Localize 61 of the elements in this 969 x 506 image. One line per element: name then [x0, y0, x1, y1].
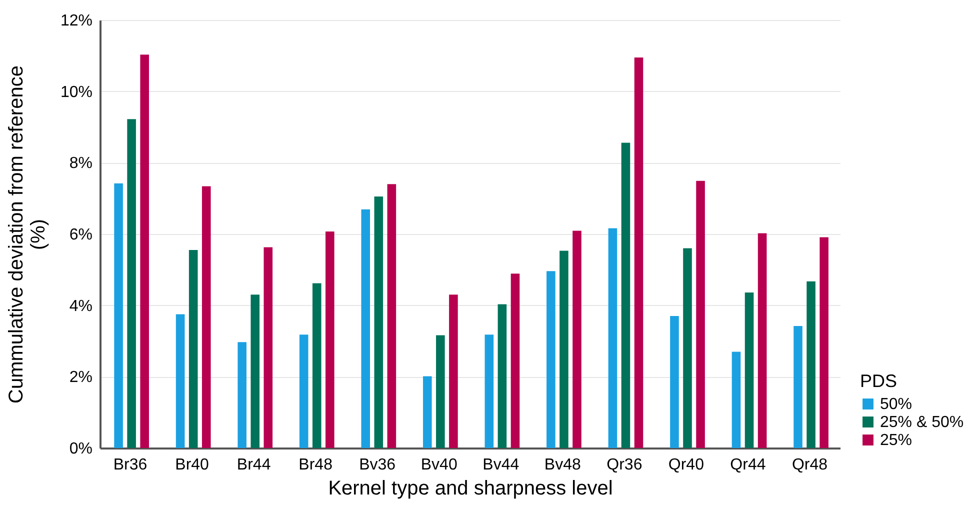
bar: [546, 271, 556, 448]
x-axis-title: Kernel type and sharpness level: [328, 478, 613, 500]
bar: [621, 142, 630, 448]
bar: [608, 228, 618, 448]
bar: [820, 237, 828, 448]
bar: [326, 232, 334, 448]
bar: [560, 250, 568, 448]
bar: [572, 230, 582, 448]
bar: [361, 209, 370, 448]
bar: [510, 274, 520, 448]
bar: [188, 250, 198, 448]
legend-label: 25% & 50%: [880, 414, 964, 431]
x-tick-label: Bv40: [420, 456, 458, 474]
x-tick-label: Qr36: [606, 456, 642, 474]
bar: [202, 186, 211, 448]
bar: [696, 180, 705, 448]
bar: [264, 247, 273, 448]
bar: [422, 376, 432, 448]
x-tick-label: Qr40: [668, 456, 704, 474]
bar: [634, 57, 644, 448]
x-tick-label: Qr44: [730, 456, 766, 474]
bar: [140, 54, 149, 448]
y-tick-label: 4%: [69, 298, 92, 315]
legend-label: 25%: [880, 432, 912, 449]
bar: [744, 292, 754, 448]
x-tick-label: Bv36: [359, 456, 396, 474]
bar: [436, 335, 445, 448]
x-tick-label: Br44: [236, 456, 271, 474]
bar: [683, 248, 692, 448]
x-tick-label: Bv44: [482, 456, 520, 474]
legend-label: 50%: [880, 396, 912, 413]
bar: [250, 294, 260, 448]
bar: [670, 316, 679, 448]
x-tick-label: Qr48: [792, 456, 828, 474]
bar: [238, 342, 246, 448]
y-tick-label: 6%: [69, 226, 92, 244]
bar: [374, 196, 384, 448]
bar: [312, 283, 322, 448]
x-tick-label: Br48: [298, 456, 333, 474]
bar: [114, 183, 123, 448]
bar: [299, 334, 308, 448]
bar: [498, 304, 507, 448]
bar: [806, 281, 816, 448]
x-tick-label: Bv48: [544, 456, 581, 474]
y-tick-label: 0%: [69, 440, 92, 458]
y-tick-label: 8%: [69, 155, 92, 172]
bar: [484, 334, 494, 448]
bar: [387, 184, 396, 448]
x-tick-label: Br40: [175, 456, 210, 474]
x-tick-label: Br36: [113, 456, 148, 474]
bar: [176, 314, 185, 448]
legend-title: PDS: [860, 371, 898, 391]
y-tick-label: 12%: [60, 12, 92, 30]
y-tick-label: 10%: [60, 84, 92, 101]
bar: [794, 326, 802, 448]
y-axis-title: Cummulative deviation from reference (%): [5, 66, 50, 404]
bar: [449, 294, 458, 448]
bar: [127, 119, 136, 448]
y-tick-label: 2%: [69, 369, 92, 386]
bar: [732, 352, 741, 448]
bar: [758, 233, 767, 448]
